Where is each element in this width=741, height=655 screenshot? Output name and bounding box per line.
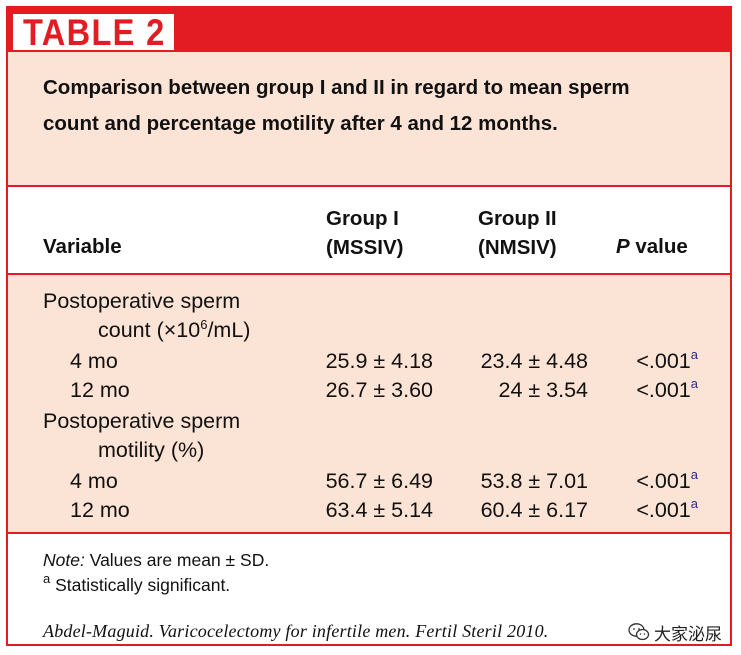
header-group2-line2: (NMSIV) (478, 236, 557, 259)
table-footer: Note: Values are mean ± SD. a Statistical… (8, 534, 730, 644)
cell-p-value: <.001a (636, 376, 698, 402)
watermark-text: 大家泌尿 (654, 624, 722, 644)
table-frame: TABLE 2 Comparison between group I and I… (6, 6, 732, 646)
row-label: 12 mo (70, 498, 130, 522)
table-body: Postoperative sperm count (×106/mL) 4 mo… (8, 275, 730, 534)
cell-p-value: <.001a (636, 467, 698, 493)
cell-p-value: <.001a (636, 496, 698, 522)
header-p-italic: P (616, 235, 630, 258)
row-label: 4 mo (70, 349, 118, 373)
footnote-a-marker: a (43, 571, 51, 586)
row-label: 4 mo (70, 469, 118, 493)
note-label: Note: (43, 550, 85, 570)
footnote-marker: a (690, 467, 698, 482)
wechat-icon (628, 623, 650, 641)
header-p-rest: value (629, 235, 688, 258)
cell-group2: 23.4 ± 4.48 (480, 349, 588, 373)
header-group2-line1: Group II (478, 207, 557, 230)
header-variable: Variable (43, 235, 122, 258)
row-label: 12 mo (70, 378, 130, 402)
column-header-row: Variable Group I (MSSIV) Group II (NMSIV… (8, 187, 730, 275)
header-p-value: P value (616, 233, 688, 261)
footnote-marker: a (690, 376, 698, 391)
section-title: Postoperative sperm (43, 289, 241, 313)
header-group1-line1: Group I (326, 207, 399, 230)
cell-group2: 53.8 ± 7.01 (480, 469, 588, 493)
footnote-a-text: Statistically significant. (50, 575, 231, 595)
superscript-exponent: 6 (200, 317, 208, 332)
cell-group1: 26.7 ± 3.60 (325, 378, 433, 402)
section-title: Postoperative sperm (43, 409, 241, 433)
cell-group1: 25.9 ± 4.18 (325, 349, 433, 373)
table-caption-panel: Comparison between group I and II in reg… (8, 52, 730, 187)
footnote-marker: a (690, 347, 698, 362)
header-group1-line2: (MSSIV) (326, 236, 404, 259)
table-label: TABLE 2 (23, 12, 166, 53)
table-header-bar: TABLE 2 (8, 8, 730, 53)
cell-group1: 63.4 ± 5.14 (325, 498, 433, 522)
section-title-cont: count (×106/mL) (98, 317, 251, 342)
table-caption: Comparison between group I and II in reg… (43, 76, 630, 135)
cell-p-value: <.001a (636, 347, 698, 373)
table-label-box: TABLE 2 (12, 12, 175, 53)
cell-group2: 60.4 ± 6.17 (480, 498, 588, 522)
section-title-cont: motility (%) (98, 438, 205, 462)
footnote-note: Note: Values are mean ± SD. a Statistical… (43, 550, 270, 595)
footnote-marker: a (690, 496, 698, 511)
watermark: 大家泌尿 (628, 619, 722, 645)
cell-group2: 24 ± 3.54 (498, 378, 588, 402)
citation: Abdel-Maguid. Varicocelectomy for infert… (43, 621, 549, 641)
cell-group1: 56.7 ± 6.49 (325, 469, 433, 493)
